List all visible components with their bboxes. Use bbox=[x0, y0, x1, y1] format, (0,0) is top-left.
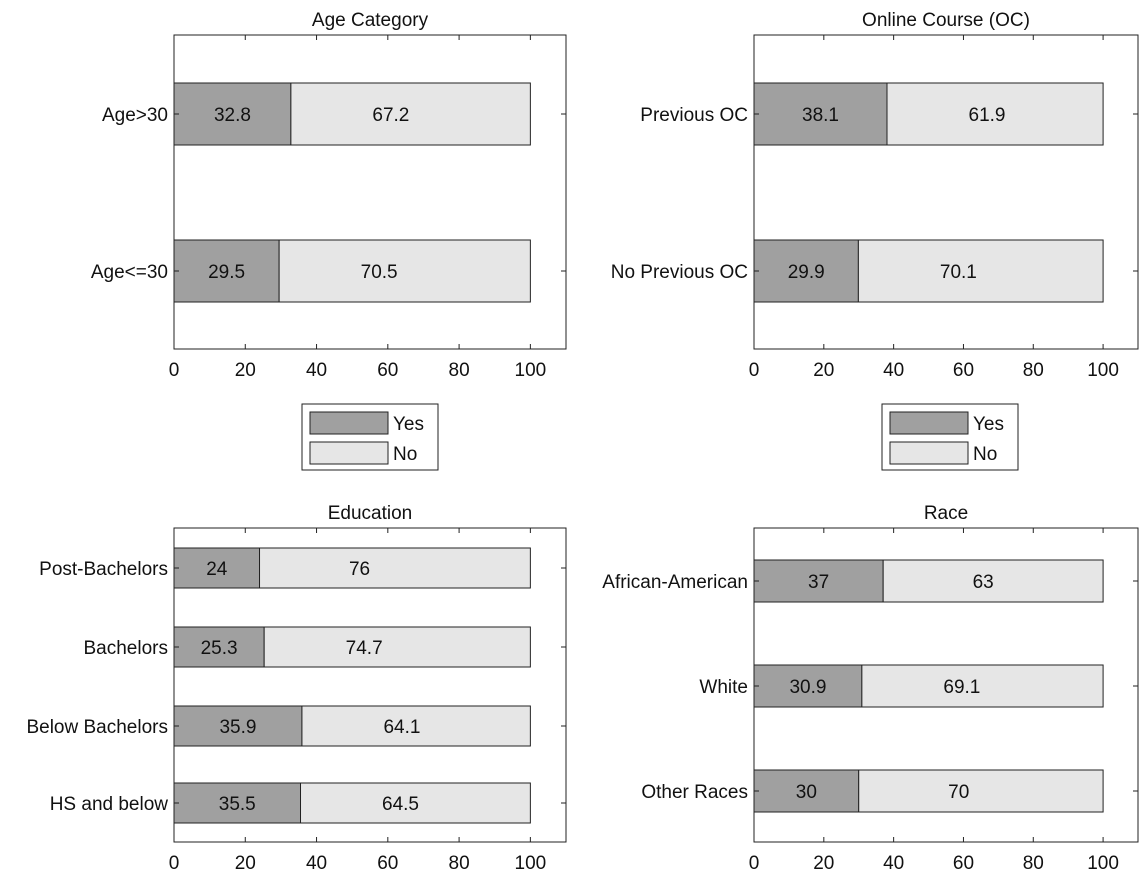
x-tick-label: 60 bbox=[377, 853, 398, 874]
x-tick-label: 0 bbox=[749, 360, 760, 381]
bar-no bbox=[861, 664, 1104, 708]
data-label: 29.5 bbox=[208, 262, 245, 283]
category-label: Age>30 bbox=[102, 105, 168, 126]
category-label: Other Races bbox=[641, 782, 748, 803]
axes-box bbox=[753, 527, 1139, 843]
x-tick-label: 60 bbox=[953, 360, 974, 381]
x-tick-label: 20 bbox=[235, 853, 256, 874]
data-label: 24 bbox=[206, 559, 228, 580]
chart-title: Education bbox=[328, 503, 413, 524]
x-tick-label: 0 bbox=[169, 360, 180, 381]
category-label: Below Bachelors bbox=[26, 717, 168, 738]
x-tick-label: 40 bbox=[306, 853, 327, 874]
bar-yes bbox=[753, 239, 859, 303]
x-tick-label: 60 bbox=[377, 360, 398, 381]
category-label: African-American bbox=[602, 572, 748, 593]
category-label: HS and below bbox=[50, 794, 169, 815]
bar-no bbox=[259, 547, 531, 589]
data-label: 61.9 bbox=[969, 105, 1006, 126]
category-label: Age<=30 bbox=[91, 262, 168, 283]
category-label: Bachelors bbox=[84, 638, 169, 659]
x-tick-label: 80 bbox=[449, 360, 470, 381]
category-label: No Previous OC bbox=[611, 262, 748, 283]
data-label: 35.5 bbox=[219, 794, 256, 815]
bar-yes bbox=[173, 239, 280, 303]
data-label: 29.9 bbox=[788, 262, 825, 283]
chart-panel-4: Race 37 63 African-American 30.9 69.1 White 30 7… bbox=[602, 503, 1139, 874]
chart-panel-3: Education 24 76 Post-Bachelors 25.3 74.7 Bache… bbox=[26, 503, 567, 874]
x-tick-label: 100 bbox=[515, 853, 547, 874]
data-label: 70.5 bbox=[361, 262, 398, 283]
legend-label-no: No bbox=[973, 444, 997, 465]
data-label: 38.1 bbox=[802, 105, 839, 126]
chart-panel-2: Online Course (OC) 38.1 61.9 Previous OC 29.… bbox=[611, 10, 1139, 471]
x-tick-label: 0 bbox=[749, 853, 760, 874]
x-tick-label: 20 bbox=[813, 853, 834, 874]
bar-no bbox=[857, 239, 1104, 303]
x-tick-label: 80 bbox=[449, 853, 470, 874]
x-tick-label: 80 bbox=[1023, 360, 1044, 381]
category-label: Previous OC bbox=[640, 105, 748, 126]
chart-title: Age Category bbox=[312, 10, 429, 31]
axes-box bbox=[173, 527, 567, 843]
legend-swatch-yes bbox=[889, 411, 969, 435]
data-label: 35.9 bbox=[219, 717, 256, 738]
data-label: 70.1 bbox=[940, 262, 977, 283]
data-label: 63 bbox=[973, 572, 994, 593]
bar-no bbox=[300, 782, 531, 824]
category-label: White bbox=[699, 677, 748, 698]
bar-no bbox=[290, 82, 531, 146]
legend-swatch-no bbox=[309, 441, 389, 465]
legend-label-yes: Yes bbox=[973, 414, 1004, 435]
data-label: 70 bbox=[948, 782, 969, 803]
bar-yes bbox=[753, 559, 884, 603]
bar-yes bbox=[173, 82, 292, 146]
data-label: 74.7 bbox=[346, 638, 383, 659]
legend-swatch-yes bbox=[309, 411, 389, 435]
x-tick-label: 40 bbox=[883, 853, 904, 874]
x-tick-label: 20 bbox=[813, 360, 834, 381]
bar-no bbox=[882, 559, 1104, 603]
x-tick-label: 100 bbox=[515, 360, 547, 381]
chart-title: Online Course (OC) bbox=[862, 10, 1030, 31]
chart-panel-1: Age Category 32.8 67.2 Age>30 29.5 70.5 Age<=3… bbox=[91, 10, 567, 471]
category-label: Post-Bachelors bbox=[39, 559, 168, 580]
chart-title: Race bbox=[924, 503, 968, 524]
data-label: 32.8 bbox=[214, 105, 251, 126]
data-label: 76 bbox=[349, 559, 370, 580]
data-label: 69.1 bbox=[943, 677, 980, 698]
x-tick-label: 80 bbox=[1023, 853, 1044, 874]
bar-no bbox=[263, 626, 531, 668]
legend: Yes No bbox=[301, 403, 439, 471]
data-label: 25.3 bbox=[201, 638, 238, 659]
x-tick-label: 40 bbox=[306, 360, 327, 381]
legend-label-no: No bbox=[393, 444, 417, 465]
legend-label-yes: Yes bbox=[393, 414, 424, 435]
legend: Yes No bbox=[881, 403, 1019, 471]
x-tick-label: 60 bbox=[953, 853, 974, 874]
bar-no bbox=[858, 769, 1104, 813]
data-label: 67.2 bbox=[372, 105, 409, 126]
legend-swatch-no bbox=[889, 441, 969, 465]
x-tick-label: 20 bbox=[235, 360, 256, 381]
data-label: 30.9 bbox=[789, 677, 826, 698]
bar-yes bbox=[173, 705, 303, 747]
data-label: 37 bbox=[808, 572, 829, 593]
bar-yes bbox=[753, 664, 863, 708]
bar-no bbox=[301, 705, 531, 747]
x-tick-label: 100 bbox=[1087, 853, 1119, 874]
bar-no bbox=[886, 82, 1104, 146]
x-tick-label: 40 bbox=[883, 360, 904, 381]
data-label: 30 bbox=[796, 782, 817, 803]
data-label: 64.1 bbox=[383, 717, 420, 738]
x-tick-label: 0 bbox=[169, 853, 180, 874]
x-tick-label: 100 bbox=[1087, 360, 1119, 381]
axes-box bbox=[173, 34, 567, 350]
data-label: 64.5 bbox=[382, 794, 419, 815]
bar-no bbox=[278, 239, 531, 303]
axes-box bbox=[753, 34, 1139, 350]
